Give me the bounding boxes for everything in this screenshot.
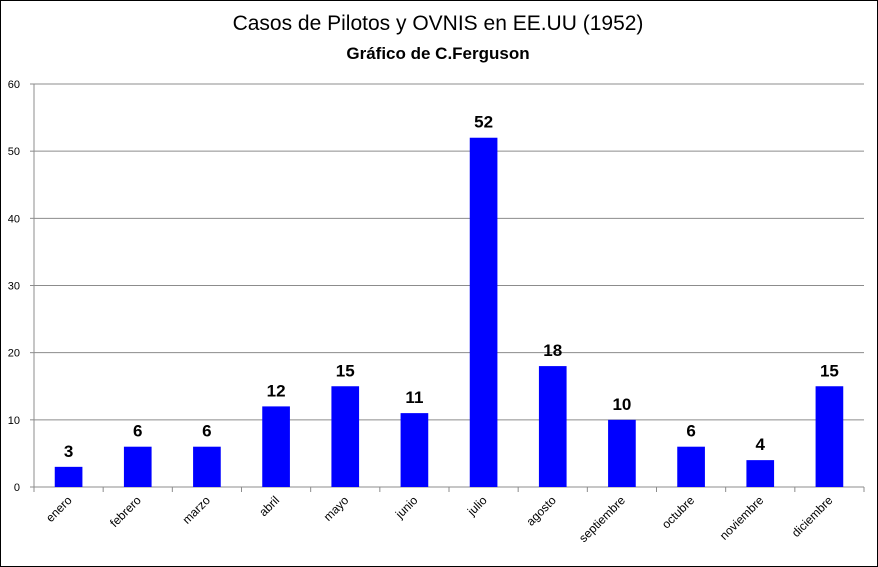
bar-septiembre <box>608 419 636 487</box>
x-tick-label-mayo: mayo <box>321 493 352 524</box>
y-tick-label: 50 <box>8 146 20 158</box>
x-tick-label-junio: junio <box>392 493 421 522</box>
bar-abril <box>262 406 290 487</box>
data-label-marzo: 6 <box>202 422 211 441</box>
x-tick-label-octubre: octubre <box>659 493 697 531</box>
data-label-julio: 52 <box>474 113 493 132</box>
chart-title: Casos de Pilotos y OVNIS en EE.UU (1952) <box>232 12 644 35</box>
bar-febrero <box>123 446 152 487</box>
bar-noviembre <box>746 460 775 487</box>
bar-diciembre <box>815 386 844 487</box>
bar-marzo <box>193 446 221 487</box>
bar-julio <box>469 137 498 487</box>
data-label-junio: 11 <box>405 388 423 407</box>
bar-mayo <box>331 386 360 487</box>
bar-enero <box>54 466 83 487</box>
y-tick-label: 40 <box>8 213 20 225</box>
data-label-mayo: 15 <box>336 361 355 380</box>
x-tick-label-febrero: febrero <box>107 493 144 530</box>
x-tick-label-abril: abril <box>256 493 282 519</box>
data-label-abril: 12 <box>267 381 286 400</box>
bar-junio <box>400 413 429 487</box>
x-tick-label-septiembre: septiembre <box>576 493 628 545</box>
x-tick-label-julio: julio <box>464 493 490 519</box>
y-tick-label: 10 <box>8 415 20 427</box>
x-tick-label-enero: enero <box>43 493 75 525</box>
x-tick-label-noviembre: noviembre <box>717 493 767 543</box>
y-tick-label: 20 <box>8 348 20 360</box>
chart-subtitle: Gráfico de C.Ferguson <box>346 44 530 63</box>
data-label-octubre: 6 <box>686 422 695 441</box>
data-label-septiembre: 10 <box>612 395 631 414</box>
x-tick-label-diciembre: diciembre <box>789 493 836 540</box>
x-tick-label-agosto: agosto <box>523 493 559 529</box>
bar-agosto <box>538 366 567 487</box>
data-label-agosto: 18 <box>543 341 562 360</box>
y-tick-label: 60 <box>8 79 20 91</box>
x-tick-label-marzo: marzo <box>180 493 214 527</box>
y-tick-label: 30 <box>8 281 20 293</box>
data-label-febrero: 6 <box>133 422 142 441</box>
data-label-diciembre: 15 <box>820 361 839 380</box>
y-tick-label: 0 <box>14 482 20 494</box>
data-label-enero: 3 <box>64 442 73 461</box>
data-label-noviembre: 4 <box>756 435 766 454</box>
bar-octubre <box>677 446 705 487</box>
